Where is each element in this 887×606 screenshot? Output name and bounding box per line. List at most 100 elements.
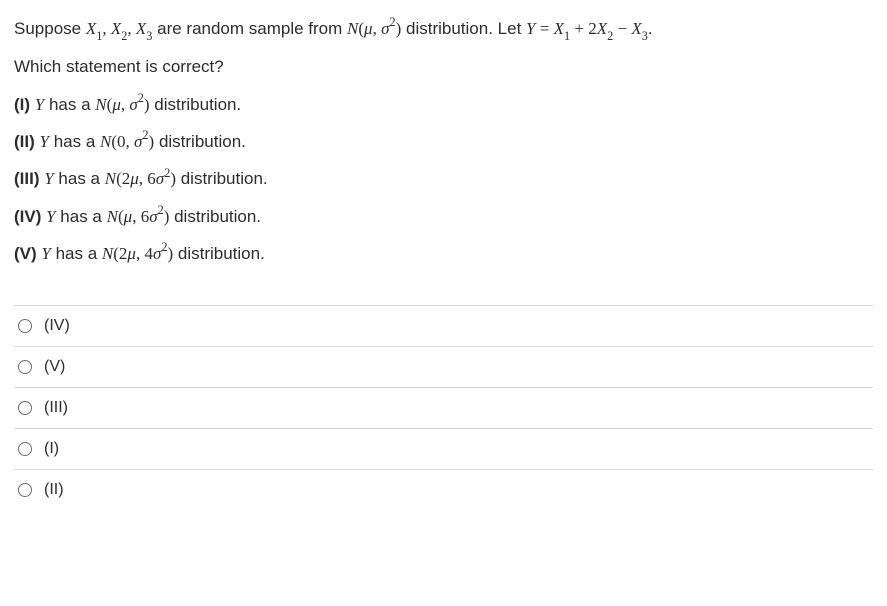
Y: Y [526, 19, 535, 38]
which-statement: Which statement is correct? [14, 48, 873, 85]
s3-label: (III) [14, 169, 44, 188]
s3-mu: μ [130, 169, 139, 188]
radio-icon [18, 319, 32, 333]
s3-sq: 2 [164, 166, 170, 180]
x1b: X [554, 19, 564, 38]
s4-c: , [132, 207, 141, 226]
option-iii[interactable]: (III) [14, 387, 873, 428]
sub3: 3 [146, 29, 152, 43]
s3-2: 2 [122, 169, 131, 188]
c: , [373, 19, 382, 38]
s3b: 3 [642, 29, 648, 43]
s1b: 1 [564, 29, 570, 43]
x1: X1 [86, 19, 103, 38]
which-text: Which statement is correct? [14, 57, 224, 76]
x3: X3 [136, 19, 153, 38]
mn1: − [613, 19, 631, 38]
radio-icon [18, 401, 32, 415]
option-label-i: (I) [44, 440, 59, 458]
s5-sq: 2 [161, 240, 167, 254]
s1-N: N [95, 95, 106, 114]
s2-dist: N(0, σ2) [100, 132, 154, 151]
s3-y: Y [44, 169, 53, 188]
sub2: 2 [121, 29, 127, 43]
option-i[interactable]: (I) [14, 428, 873, 469]
s5-label: (V) [14, 244, 41, 263]
mu: μ [364, 19, 373, 38]
s4-sq: 2 [158, 203, 164, 217]
rv1: X [86, 19, 96, 38]
statement-5: (V) Y has a N(2μ, 4σ2) distribution. [14, 235, 873, 272]
s1-sig: σ [129, 95, 137, 114]
s5-end: distribution. [173, 244, 265, 263]
period: . [648, 19, 653, 38]
s4-y: Y [46, 207, 55, 226]
statement-4: (IV) Y has a N(μ, 6σ2) distribution. [14, 198, 873, 235]
option-label-iii: (III) [44, 399, 68, 417]
x3b: X [631, 19, 641, 38]
pl1: + [570, 19, 588, 38]
s1-sq: 2 [138, 91, 144, 105]
sub1: 1 [96, 29, 102, 43]
s2-zero: 0 [117, 132, 126, 151]
s1-label: (I) [14, 95, 35, 114]
c2: 2 [588, 19, 597, 38]
radio-icon [18, 483, 32, 497]
lead-text-1: Suppose [14, 19, 86, 38]
s4-end: distribution. [169, 207, 261, 226]
s2b: 2 [607, 29, 613, 43]
radio-icon [18, 360, 32, 374]
s5-4: 4 [144, 244, 153, 263]
s5-N: N [102, 244, 113, 263]
question-stem: Suppose X1, X2, X3 are random sample fro… [14, 10, 873, 48]
s4-has: has a [56, 207, 107, 226]
s5-mu: μ [127, 244, 136, 263]
s5-has: has a [51, 244, 102, 263]
s2-N: N [100, 132, 111, 151]
Y-def: Y = X1 + 2X2 − X3 [526, 19, 648, 38]
s4-N: N [107, 207, 118, 226]
s4-dist: N(μ, 6σ2) [107, 207, 170, 226]
s3-sig: σ [156, 169, 164, 188]
s2-end: distribution. [154, 132, 246, 151]
s1-dist: N(μ, σ2) [95, 95, 149, 114]
s3-N: N [105, 169, 116, 188]
s2-label: (II) [14, 132, 40, 151]
eq: = [536, 19, 554, 38]
option-ii[interactable]: (II) [14, 469, 873, 510]
option-label-ii: (II) [44, 481, 64, 499]
s4-label: (IV) [14, 207, 46, 226]
statement-2: (II) Y has a N(0, σ2) distribution. [14, 123, 873, 160]
comma1: , [102, 19, 111, 38]
s1-y: Y [35, 95, 44, 114]
s2-sq: 2 [142, 128, 148, 142]
radio-icon [18, 442, 32, 456]
option-v[interactable]: (V) [14, 346, 873, 387]
s4-6: 6 [141, 207, 150, 226]
s5-y: Y [41, 244, 50, 263]
lead-text-2: are random sample from [152, 19, 347, 38]
s1-mu: μ [112, 95, 121, 114]
option-label-v: (V) [44, 358, 65, 376]
s3-dist: N(2μ, 6σ2) [105, 169, 176, 188]
dist-n-mu-sigma2: N(μ, σ2) [347, 19, 401, 38]
s4-sig: σ [149, 207, 157, 226]
N: N [347, 19, 358, 38]
s2-has: has a [49, 132, 100, 151]
sq: 2 [389, 15, 395, 29]
s2-y: Y [40, 132, 49, 151]
answer-options: (IV) (V) (III) (I) (II) [14, 305, 873, 510]
statement-3: (III) Y has a N(2μ, 6σ2) distribution. [14, 160, 873, 197]
s1-has: has a [44, 95, 95, 114]
s3-has: has a [54, 169, 105, 188]
s5-dist: N(2μ, 4σ2) [102, 244, 173, 263]
s4-mu: μ [124, 207, 133, 226]
s3-end: distribution. [176, 169, 268, 188]
s1-end: distribution. [150, 95, 242, 114]
rv2: X [111, 19, 121, 38]
x2: X2 [111, 19, 128, 38]
option-iv[interactable]: (IV) [14, 305, 873, 346]
x2b: X [597, 19, 607, 38]
option-label-iv: (IV) [44, 317, 70, 335]
statement-1: (I) Y has a N(μ, σ2) distribution. [14, 86, 873, 123]
